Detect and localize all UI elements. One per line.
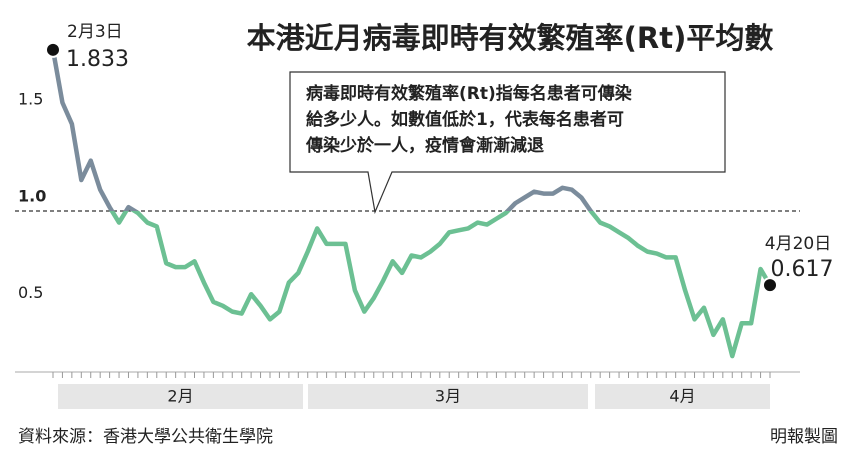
y-tick-label: 1.0 — [18, 186, 46, 205]
credit: 明報製圖 — [770, 427, 838, 447]
month-band — [595, 384, 770, 409]
annotation-value: 1.833 — [66, 47, 129, 72]
month-band — [308, 384, 588, 409]
y-tick-label: 1.5 — [18, 90, 43, 109]
annotation-value: 0.617 — [771, 257, 834, 282]
annotation-date: 4月20日 — [765, 234, 831, 254]
end-point — [762, 277, 778, 294]
x-tick-label: 2月 — [167, 387, 193, 406]
note-line: 病毒即時有效繁殖率(Rt)指每名患者可傳染 — [306, 83, 632, 104]
x-tick-label: 3月 — [435, 387, 461, 406]
end-point — [45, 41, 61, 58]
note-line: 傳染少於一人，疫情會漸漸減退 — [305, 135, 544, 156]
x-tick-label: 4月 — [669, 387, 695, 406]
y-tick-label: 0.5 — [18, 283, 43, 302]
line-below — [109, 211, 772, 359]
chart-title: 本港近月病毒即時有效繁殖率(Rt)平均數 — [247, 21, 774, 55]
note-line: 給多少人。如數值低於1，代表每名患者可 — [306, 109, 624, 130]
source: 資料來源：香港大學公共衛生學院 — [18, 427, 273, 447]
month-band — [58, 384, 303, 409]
annotation-date: 2月3日 — [67, 22, 123, 42]
note-box — [289, 71, 726, 215]
